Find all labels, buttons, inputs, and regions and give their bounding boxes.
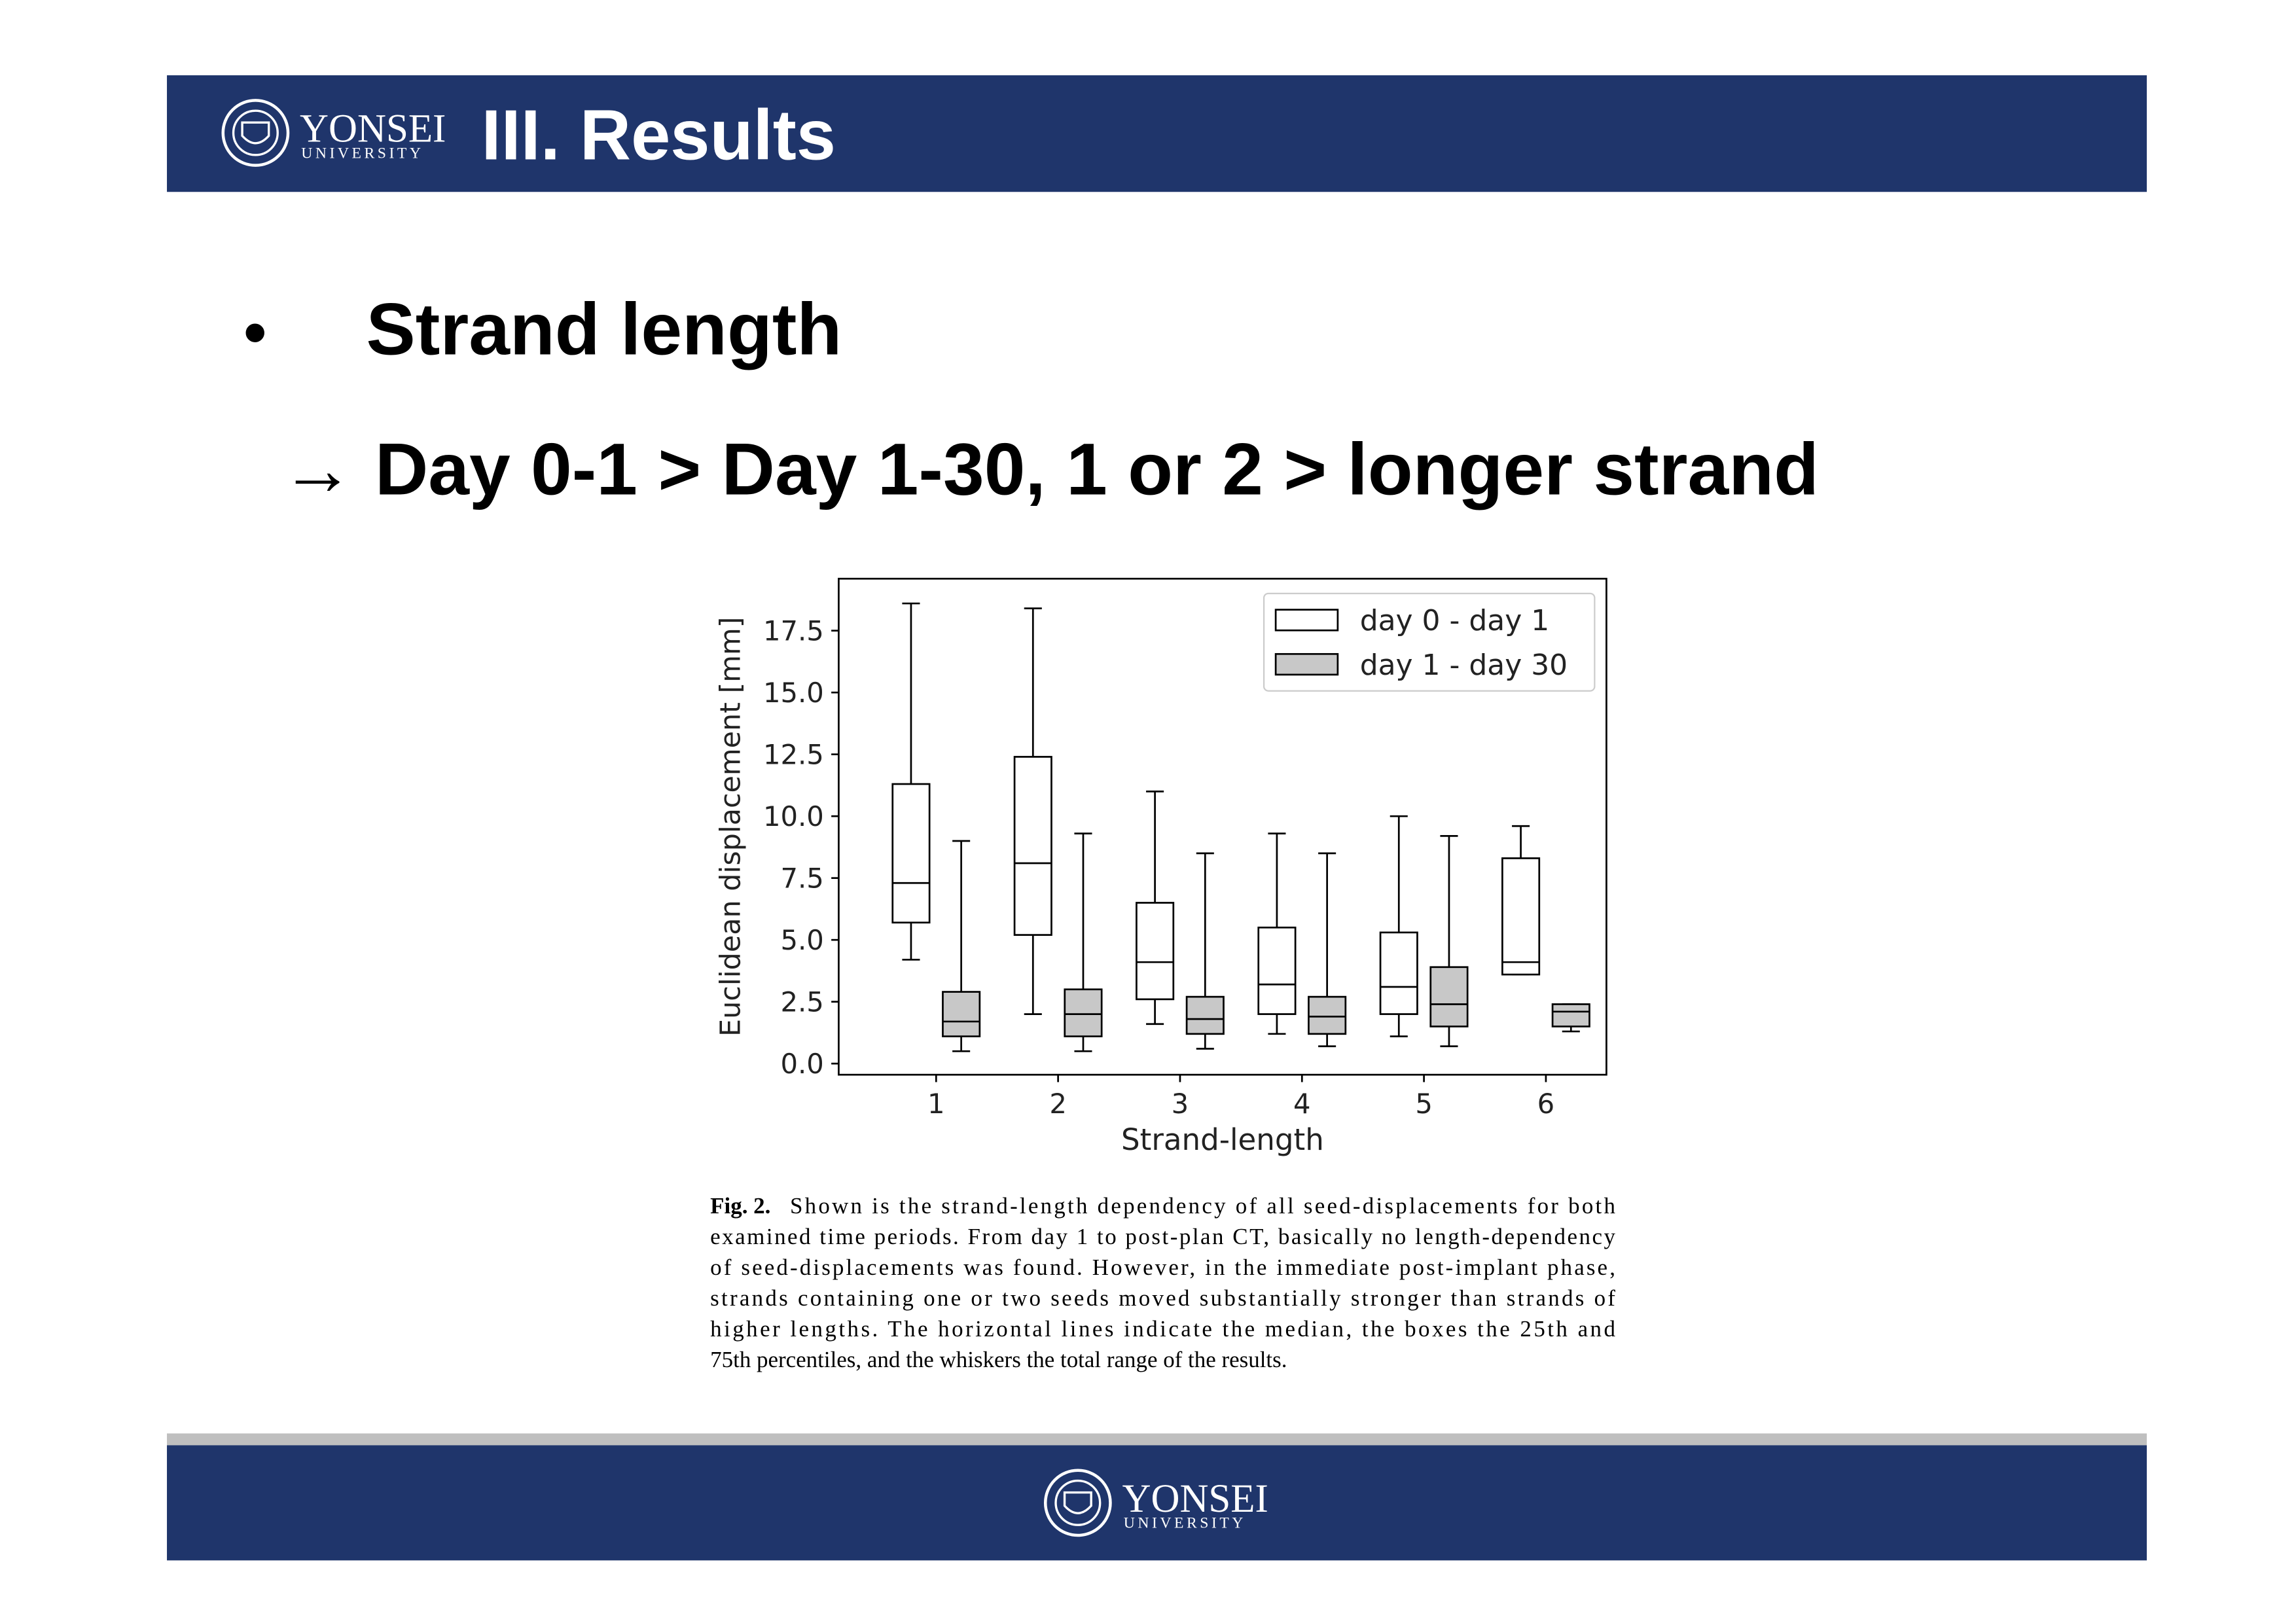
x-tick-label: 2 (1049, 1088, 1067, 1120)
logo-sub: UNIVERSITY (1124, 1515, 1246, 1532)
footer-rule (167, 1433, 2147, 1446)
box (1429, 966, 1469, 1027)
chart: 0.0 2.5 5.0 7.5 10.0 12.5 15.0 17.5 1 2 3 4 5 6 Strand… (714, 577, 1607, 1157)
box (1501, 857, 1541, 976)
caption-line: examined time periods. From day 1 to pos… (710, 1224, 1615, 1249)
upper-whisker (1440, 835, 1458, 967)
y-tick-label: 0.0 (780, 1048, 823, 1080)
bullet-text: Strand length (367, 287, 842, 370)
logo-name: YONSEI (300, 107, 446, 151)
x-tick-label: 6 (1537, 1088, 1555, 1120)
upper-whisker (1024, 607, 1042, 757)
caption-line: of seed-displacements was found. However… (710, 1255, 1615, 1280)
upper-whisker (1512, 825, 1530, 859)
legend-label: day 1 - day 30 (1360, 649, 1568, 682)
upper-whisker (902, 602, 920, 785)
lower-whisker (1440, 1026, 1458, 1048)
bullet-marker: • (243, 296, 266, 368)
lower-whisker (952, 1036, 971, 1052)
y-tick-label: 10.0 (763, 800, 824, 832)
lower-whisker (902, 922, 920, 961)
upper-whisker (1146, 791, 1164, 903)
legend: day 0 - day 1 day 1 - day 30 (1263, 592, 1596, 692)
lower-whisker (1074, 1036, 1092, 1052)
lower-whisker (1318, 1033, 1336, 1048)
header-bar (167, 75, 2147, 192)
legend-swatch (1274, 652, 1339, 676)
y-tick-label: 5.0 (780, 924, 823, 956)
caption-line: strands containing one or two seeds move… (710, 1285, 1615, 1311)
logo-name: YONSEI (1122, 1477, 1268, 1521)
x-tick-label: 3 (1172, 1088, 1189, 1120)
footer-logo: YONSEI UNIVERSITY (1043, 1469, 1268, 1537)
y-tick-label: 17.5 (763, 615, 824, 647)
upper-whisker (1318, 852, 1336, 997)
box (1257, 926, 1297, 1015)
x-tick-label: 1 (927, 1088, 945, 1120)
legend-label: day 0 - day 1 (1360, 604, 1549, 637)
plot-frame (838, 577, 1607, 1076)
upper-whisker (952, 840, 971, 992)
box (1185, 995, 1225, 1035)
upper-whisker (1196, 852, 1214, 997)
caption-line: higher lengths. The horizontal lines ind… (710, 1316, 1615, 1342)
footer-bar (167, 1445, 2147, 1561)
box (1136, 902, 1175, 1001)
upper-whisker (1074, 832, 1092, 990)
box (1064, 988, 1103, 1037)
slide-title: III. Results (482, 96, 836, 175)
lower-whisker (1196, 1033, 1214, 1050)
header-logo: YONSEI UNIVERSITY (221, 99, 446, 167)
upper-whisker (1268, 832, 1286, 928)
caption-line: 75th percentiles, and the whiskers the t… (710, 1347, 1287, 1372)
caption-label: Fig. 2. (710, 1193, 770, 1219)
lower-whisker (1390, 1014, 1408, 1037)
caption-line: Shown is the strand-length dependency of… (790, 1193, 1615, 1219)
logo-sub: UNIVERSITY (301, 145, 423, 162)
bullet-text: → Day 0-1 > Day 1-30, 1 or 2 > longer st… (281, 428, 1819, 510)
upper-whisker (1390, 815, 1408, 933)
box (1308, 995, 1347, 1035)
box (1551, 1003, 1590, 1027)
y-axis-label: Euclidean displacement [mm] (714, 617, 747, 1037)
lower-whisker (1268, 1014, 1286, 1035)
x-tick-label: 5 (1415, 1088, 1433, 1120)
box (891, 783, 931, 924)
x-tick-label: 4 (1293, 1088, 1311, 1120)
box (1379, 931, 1418, 1015)
legend-swatch (1274, 609, 1339, 632)
caption: Fig. 2. Shown is the strand-length depend… (710, 1193, 1615, 1372)
y-tick-label: 12.5 (763, 738, 824, 770)
lower-whisker (1146, 999, 1164, 1026)
box (942, 991, 981, 1037)
y-tick-label: 15.0 (763, 677, 824, 709)
y-tick-label: 2.5 (780, 986, 823, 1018)
box (1013, 756, 1052, 936)
x-axis-label: Strand-length (1121, 1122, 1324, 1157)
y-tick-label: 7.5 (780, 862, 823, 894)
lower-whisker (1024, 935, 1042, 1015)
legend-frame (1263, 592, 1596, 692)
